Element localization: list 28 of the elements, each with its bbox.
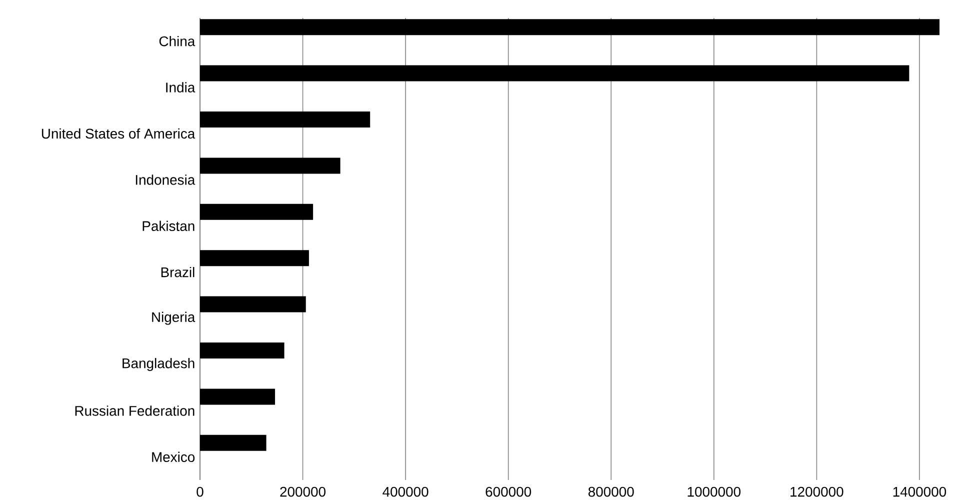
x-tick-label: 600000 [486, 486, 532, 497]
bar [200, 296, 306, 312]
x-tick-label: 800000 [588, 486, 634, 497]
bar [200, 112, 370, 128]
x-tick-label: 1000000 [688, 486, 740, 497]
x-tick-label: 400000 [382, 486, 428, 497]
y-tick-label: Bangladesh [122, 358, 194, 372]
y-tick-label: China [159, 36, 196, 46]
y-tick-label: Indonesia [136, 174, 196, 185]
y-tick-label: United States of America [42, 128, 196, 139]
y-tick-label: Brazil [161, 266, 194, 278]
y-tick-label: Russian Federation [75, 406, 194, 416]
x-tick-label: 1400000 [893, 486, 946, 497]
y-tick-label: Pakistan [142, 220, 194, 232]
bar [200, 342, 284, 359]
x-tick-label: 0 [196, 486, 204, 497]
bar [200, 388, 276, 405]
x-tick-label: 200000 [280, 486, 326, 497]
y-tick-label: Mexico [152, 452, 195, 462]
x-tick-label: 1200000 [790, 486, 844, 497]
bar [200, 434, 266, 451]
y-tick-label: India [166, 82, 196, 92]
bar [200, 19, 940, 36]
bar [200, 65, 910, 82]
bar [200, 204, 314, 220]
y-tick-label: Nigeria [152, 312, 196, 325]
bar [200, 158, 340, 174]
bar [200, 250, 309, 266]
